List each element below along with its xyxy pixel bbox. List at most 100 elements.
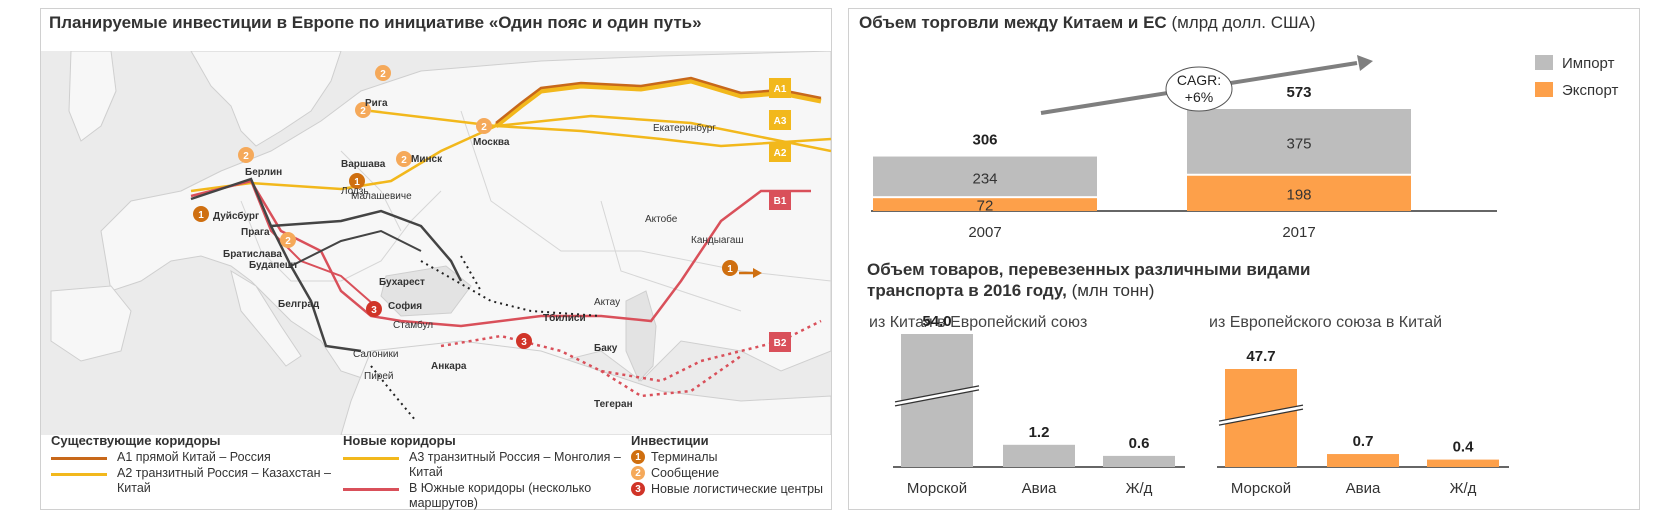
cagr-bubble (1165, 66, 1233, 112)
cagr-label: CAGR: (1177, 72, 1221, 88)
city-label: Варшава (341, 159, 386, 170)
legend-a3-label: А3 транзитный Россия – Монголия – Китай (409, 450, 621, 479)
legend-a3: А3 транзитный Россия – Монголия – Китай (343, 450, 621, 480)
legend-swatch-import (1535, 55, 1553, 70)
legend-a3-line (343, 457, 399, 460)
tag-a3: A3 (769, 110, 791, 130)
svg-text:2: 2 (360, 106, 366, 117)
tick-to-china-0: Морской (1231, 480, 1291, 497)
axis-break-line-b-to-china (1218, 408, 1304, 426)
bar-export-2017 (1187, 175, 1411, 211)
bar-export-2007 (873, 198, 1097, 211)
legend-a1-line (51, 457, 107, 460)
transport-title: Объем товаров, перевезенных различными в… (867, 259, 1311, 301)
legend-terminals-label: Терминалы (651, 450, 718, 464)
bar-to-china-1 (1327, 454, 1399, 467)
value-label-to-china-1: 0.7 (1353, 433, 1374, 450)
svg-text:2: 2 (285, 236, 291, 247)
legend-messages-label: Сообщение (651, 466, 720, 480)
legend-logistics: 3 Новые логистические центры (631, 482, 831, 496)
city-label: Баку (594, 343, 618, 354)
axis-break-line-a-to-china (1218, 404, 1304, 422)
trade-title-text: Объем торговли между Китаем и ЕС (859, 13, 1167, 32)
tag-b1: B1 (769, 190, 791, 210)
axis-break-to-china (1219, 405, 1303, 426)
legend-a2-label: А2 транзитный Россия – Казахстан – Китай (117, 466, 331, 495)
legend-a2: А2 транзитный Россия – Казахстан – Китай (51, 466, 333, 496)
city-label: Екатеринбург (653, 122, 716, 134)
tick-2007: 2007 (968, 224, 1001, 241)
marker-message-2: 2 (355, 102, 371, 118)
marker-message-4: 2 (396, 151, 412, 167)
trade-title-unit: (млрд долл. США) (1171, 13, 1316, 32)
tag-a1: A1 (769, 78, 791, 98)
legend-messages: 2 Сообщение (631, 466, 831, 480)
city-label: Малашевиче (351, 191, 412, 202)
tick-from-china-0: Морской (907, 480, 967, 497)
city-label: Дуйсбург (213, 210, 259, 222)
legend-investments: Инвестиции 1 Терминалы 2 Сообщение 3 Нов… (631, 433, 831, 498)
bar-from-china-2 (1103, 455, 1175, 467)
svg-text:1: 1 (354, 177, 360, 188)
city-label: Анкара (431, 361, 467, 372)
legend-existing: Существующие коридоры А1 прямой Китай – … (51, 433, 333, 497)
label-import-2007: 234 (972, 170, 997, 187)
bar-to-china-2 (1427, 459, 1499, 467)
svg-text:3: 3 (371, 305, 377, 316)
legend-logistics-label: Новые логистические центры (651, 482, 824, 496)
axis-break-line-a-from-china (894, 385, 980, 403)
legend-b-line (343, 488, 399, 491)
map-title: Планируемые инвестиции в Европе по иници… (49, 13, 702, 32)
city-label: Пирей (364, 371, 393, 382)
label-import-2017: 375 (1286, 135, 1311, 152)
transport-subtitle-from-china: из Китая в Европейский союз (869, 314, 1087, 331)
transport-subtitle-to-china: из Европейского союза в Китай (1209, 314, 1442, 331)
cagr-value: +6% (1185, 89, 1213, 105)
legend-a2-line (51, 473, 107, 476)
legend-new: Новые коридоры А3 транзитный Россия – Мо… (343, 433, 621, 512)
tick-from-china-2: Ж/д (1126, 480, 1153, 497)
cagr-arrowhead-icon (1357, 55, 1373, 71)
legend-a1-label: А1 прямой Китай – Россия (117, 450, 271, 464)
tag-a2: A2 (769, 142, 791, 162)
city-label: Актау (594, 297, 620, 308)
marker-message-6: 2 (280, 232, 296, 248)
map-panel: Планируемые инвестиции в Европе по иници… (40, 8, 832, 510)
axis-break-line-b-from-china (894, 389, 980, 407)
city-label: Тбилиси (543, 312, 586, 324)
value-label-from-china-0: 54.0 (922, 313, 951, 330)
city-label: Кандыагаш (691, 235, 744, 246)
value-label-from-china-1: 1.2 (1029, 424, 1050, 441)
axis-break-from-china (895, 385, 979, 406)
city-label: Прага (241, 227, 270, 238)
city-label: Салоники (353, 349, 398, 360)
tick-from-china-1: Авиа (1022, 480, 1057, 497)
legend-a1: А1 прямой Китай – Россия (51, 450, 333, 465)
marker-terminal-1: 1 (349, 173, 365, 189)
logistics-dot-icon: 3 (631, 482, 645, 496)
svg-text:A3: A3 (774, 116, 787, 127)
marker-logistics-2: 3 (516, 333, 532, 349)
svg-text:2: 2 (481, 122, 487, 133)
value-label-to-china-2: 0.4 (1453, 439, 1475, 456)
legend-swatch-export (1535, 82, 1553, 97)
city-label: Москва (473, 137, 510, 148)
city-label: Братислава (223, 249, 282, 260)
legend-terminals: 1 Терминалы (631, 450, 831, 464)
svg-text:A1: A1 (774, 84, 787, 95)
label-export-2007: 72 (977, 198, 994, 215)
tag-b2: B2 (769, 332, 791, 352)
bar-from-china-1 (1003, 444, 1075, 467)
city-label: Стамбул (393, 319, 433, 331)
legend-label-export: Экспорт (1562, 82, 1618, 99)
legend-existing-header: Существующие коридоры (51, 433, 221, 448)
value-label-from-china-2: 0.6 (1129, 435, 1150, 452)
bar-import-2017 (1187, 109, 1411, 174)
svg-text:1: 1 (727, 264, 733, 275)
label-total-2007: 306 (972, 132, 997, 149)
marker-terminal-2: 1 (193, 206, 209, 222)
trade-chart: 72 234 306 2007 198 375 573 2017 CAGR:+6% Импорт Э… (871, 55, 1618, 241)
label-total-2017: 573 (1286, 84, 1311, 101)
city-label: Белград (278, 299, 320, 310)
